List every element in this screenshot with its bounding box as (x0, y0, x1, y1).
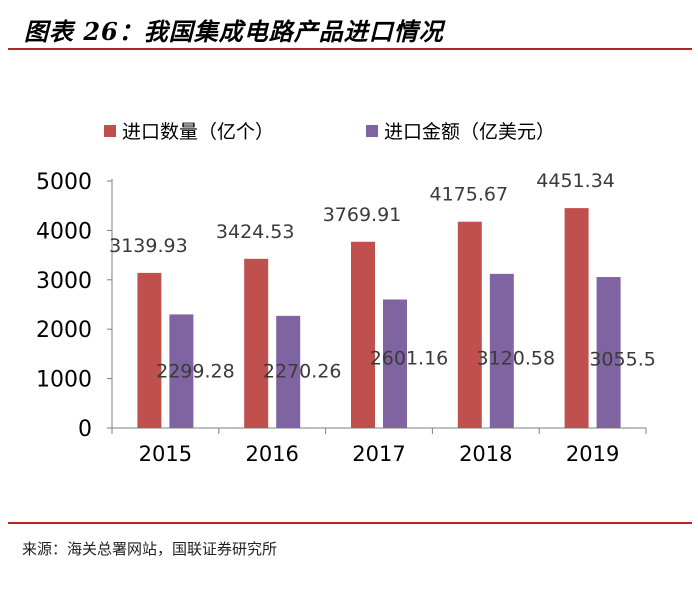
legend-swatch-quantity (104, 125, 116, 137)
source-note: 来源：海关总署网站，国联证券研究所 (22, 540, 278, 558)
title-divider (8, 48, 692, 50)
bar-import-quantity (457, 221, 482, 428)
data-label-value: 2601.16 (370, 348, 449, 370)
legend-label-quantity: 进口数量（亿个） (122, 121, 274, 143)
bar-import-value (383, 299, 407, 428)
bar-import-quantity (351, 241, 375, 428)
data-label-value: 2270.26 (263, 361, 342, 383)
bar-chart: 0 1000 2000 3000 4000 5000 2015 3139.93 2299.28 2… (36, 121, 656, 466)
bar-import-value (596, 277, 621, 428)
y-tick-label: 0 (78, 417, 92, 442)
legend-label-value: 进口金额（亿美元） (384, 121, 555, 143)
bar-import-quantity (244, 258, 269, 428)
data-label-value: 2299.28 (156, 361, 235, 383)
y-tick-label: 4000 (36, 219, 92, 244)
data-label-quantity: 3769.91 (323, 204, 402, 226)
bar-import-quantity (564, 208, 589, 428)
bar-import-value (489, 273, 514, 428)
x-category-label: 2016 (245, 442, 298, 466)
figure-title: 图表 26：我国集成电路产品进口情况 (24, 17, 444, 46)
x-category-label: 2018 (459, 442, 512, 466)
y-tick-label: 5000 (36, 170, 92, 195)
bar-import-quantity (137, 272, 162, 428)
y-tick-label: 1000 (36, 368, 92, 393)
y-tick-label: 3000 (36, 269, 92, 294)
data-label-value: 3120.58 (477, 348, 556, 370)
x-category-label: 2015 (139, 442, 192, 466)
data-label-value: 3055.5 (589, 349, 655, 371)
bar-import-value (276, 315, 301, 428)
data-label-quantity: 4451.34 (536, 170, 615, 192)
bar-import-value (169, 314, 194, 428)
legend-swatch-value (366, 125, 378, 137)
y-tick-label: 2000 (36, 318, 92, 343)
data-label-quantity: 4175.67 (430, 184, 509, 206)
source-divider (8, 522, 692, 524)
data-label-quantity: 3424.53 (216, 221, 295, 243)
data-label-quantity: 3139.93 (109, 235, 188, 257)
x-category-label: 2019 (566, 442, 619, 466)
x-category-label: 2017 (352, 442, 405, 466)
